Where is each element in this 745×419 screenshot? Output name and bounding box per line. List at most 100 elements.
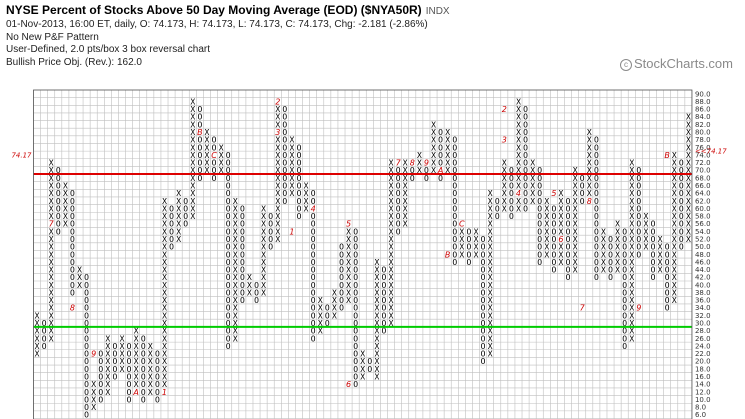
o-mark: O <box>353 311 358 320</box>
o-mark: O <box>679 197 684 206</box>
o-mark: O <box>353 373 358 382</box>
x-mark: X <box>190 97 195 106</box>
y-tick-label: 52.0 <box>695 235 711 243</box>
x-mark: X <box>49 204 54 213</box>
o-mark: O <box>141 365 146 374</box>
x-mark: X <box>134 373 139 382</box>
o-mark: O <box>580 197 585 206</box>
o-mark: O <box>651 273 656 282</box>
x-mark: X <box>49 281 54 290</box>
o-mark: O <box>481 311 486 320</box>
o-mark: O <box>622 288 627 297</box>
o-mark: O <box>141 373 146 382</box>
o-mark: O <box>665 296 670 305</box>
o-mark: O <box>297 159 302 168</box>
o-mark: O <box>523 197 528 206</box>
x-mark: X <box>488 189 493 198</box>
o-mark: O <box>70 235 75 244</box>
x-mark: X <box>389 159 394 168</box>
x-mark: X <box>275 189 280 198</box>
x-mark: X <box>403 182 408 191</box>
o-mark: O <box>636 235 641 244</box>
o-mark: O <box>127 373 132 382</box>
x-mark: X <box>601 250 606 259</box>
o-mark: O <box>452 182 457 191</box>
o-mark: O <box>396 166 401 175</box>
x-mark: X <box>49 327 54 336</box>
x-mark: X <box>374 311 379 320</box>
x-mark: X <box>629 296 634 305</box>
x-mark: X <box>35 311 40 320</box>
x-mark: X <box>233 258 238 267</box>
o-mark: O <box>523 143 528 152</box>
x-mark: X <box>247 281 252 290</box>
o-mark: O <box>537 182 542 191</box>
o-mark: O <box>56 212 61 221</box>
o-mark: O <box>84 365 89 374</box>
x-mark: X <box>672 212 677 221</box>
x-mark: X <box>488 227 493 236</box>
x-mark: X <box>403 174 408 183</box>
x-mark: X <box>644 243 649 252</box>
o-mark: O <box>594 266 599 275</box>
o-mark: O <box>84 403 89 412</box>
o-mark: O <box>651 258 656 267</box>
o-mark: O <box>679 220 684 229</box>
x-mark: X <box>346 281 351 290</box>
x-mark: X <box>502 204 507 213</box>
month-label: B <box>664 151 670 160</box>
y-tick-label: 8.0 <box>695 404 706 412</box>
x-mark: X <box>629 189 634 198</box>
x-mark: X <box>389 311 394 320</box>
x-mark: X <box>488 273 493 282</box>
o-mark: O <box>197 151 202 160</box>
x-mark: X <box>63 182 68 191</box>
o-mark: O <box>84 281 89 290</box>
x-mark: X <box>190 128 195 137</box>
month-label-bg <box>133 388 140 395</box>
x-mark: X <box>389 319 394 328</box>
month-label-bg <box>196 128 203 136</box>
o-mark: O <box>297 151 302 160</box>
x-mark: X <box>318 296 323 305</box>
o-mark: O <box>56 174 61 183</box>
y-tick-label: 74.0 <box>695 151 711 159</box>
x-mark: X <box>672 296 677 305</box>
x-mark: X <box>134 350 139 359</box>
x-mark: X <box>672 204 677 213</box>
x-mark: X <box>374 281 379 290</box>
x-mark: X <box>233 327 238 336</box>
o-mark: O <box>141 380 146 389</box>
x-mark: X <box>502 182 507 191</box>
o-mark: O <box>311 334 316 343</box>
o-mark: O <box>240 235 245 244</box>
x-mark: X <box>672 258 677 267</box>
y-tick-label: 38.0 <box>695 289 711 297</box>
title-text: NYSE Percent of Stocks Above 50 Day Movi… <box>6 3 422 17</box>
o-mark: O <box>636 174 641 183</box>
x-mark: X <box>148 373 153 382</box>
o-mark: O <box>594 143 599 152</box>
o-mark: O <box>353 227 358 236</box>
month-label-bg <box>48 220 55 227</box>
o-mark: O <box>495 204 500 213</box>
x-mark: X <box>629 166 634 175</box>
month-label-bg <box>409 159 416 166</box>
o-mark: O <box>311 319 316 328</box>
y-tick-label: 20.0 <box>695 358 711 366</box>
month-label: A <box>437 166 443 175</box>
o-mark: O <box>311 311 316 320</box>
x-mark: X <box>176 235 181 244</box>
o-mark: O <box>70 258 75 267</box>
x-mark: X <box>474 227 479 236</box>
o-mark: O <box>651 227 656 236</box>
x-mark: X <box>389 235 394 244</box>
o-mark: O <box>537 166 542 175</box>
y-tick-label: 66.0 <box>695 182 711 190</box>
x-mark: X <box>530 182 535 191</box>
x-mark: X <box>559 220 564 229</box>
o-mark: O <box>523 105 528 114</box>
x-mark: X <box>686 159 691 168</box>
x-mark: X <box>332 288 337 297</box>
o-mark: O <box>679 243 684 252</box>
